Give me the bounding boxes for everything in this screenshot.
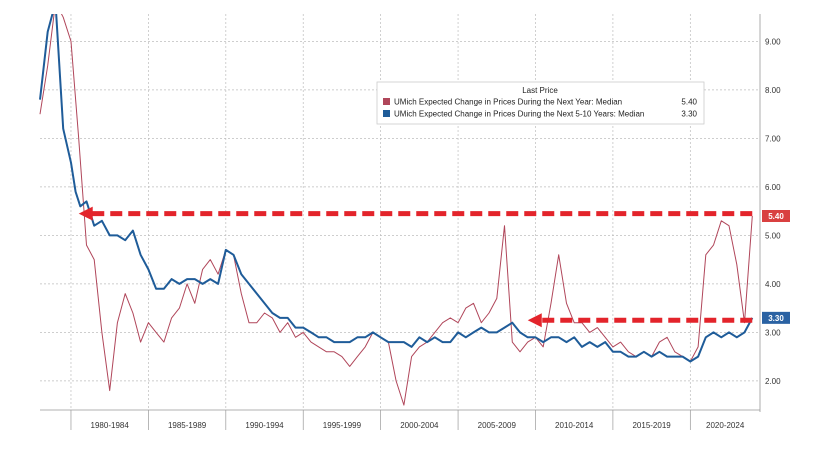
last-value-badge: 3.30 [762, 311, 790, 324]
x-tick-label: 2005-2009 [478, 421, 517, 430]
legend-box [376, 81, 705, 125]
arrow-head [78, 206, 93, 221]
legend: Last Price UMich Expected Change in Pric… [376, 81, 705, 125]
top-clip [0, 0, 831, 14]
x-tick-label: 1980-1984 [91, 421, 130, 430]
legend-swatch-1y [383, 98, 390, 105]
series-1y-expectations [39, 2, 753, 406]
legend-value-1y: 5.40 [681, 98, 697, 107]
annotation-layer [78, 206, 753, 328]
legend-label-1y: UMich Expected Change in Prices During t… [394, 98, 622, 107]
badge-box [762, 210, 790, 222]
y-tick-label: 4.00 [765, 280, 781, 289]
badge-label: 3.30 [768, 314, 784, 323]
series-line [39, 2, 753, 406]
series-layer [0, 0, 831, 406]
x-tick-label: 2020-2024 [706, 421, 745, 430]
legend-label-5-10y: UMich Expected Change in Prices During t… [394, 110, 644, 119]
x-tick-label: 2015-2019 [632, 421, 671, 430]
y-tick-label: 7.00 [765, 134, 781, 143]
legend-value-5-10y: 3.30 [681, 110, 697, 119]
legend-swatch-5-10y [383, 110, 390, 117]
x-tick-label: 1985-1989 [168, 421, 207, 430]
x-tick-label: 2010-2014 [555, 421, 594, 430]
series-line [39, 1, 754, 363]
y-tick-label: 6.00 [765, 183, 781, 192]
y-tick-label: 2.00 [765, 377, 781, 386]
legend-title: Last Price [522, 86, 558, 95]
x-tick-label: 1990-1994 [245, 421, 284, 430]
x-tick-label: 1995-1999 [323, 421, 362, 430]
y-tick-label: 9.00 [765, 37, 781, 46]
arrow-head [527, 313, 542, 328]
last-value-badges: 5.40 3.30 [762, 210, 790, 324]
badge-box [762, 311, 790, 324]
y-axis: 2.00 3.00 4.00 5.00 6.00 7.00 8.00 9.00 [759, 14, 781, 412]
x-axis: 1980-1984 1985-1989 1990-1994 1995-1999 2000… [40, 409, 760, 430]
y-tick-label: 5.00 [765, 231, 781, 240]
badge-label: 5.40 [768, 212, 784, 221]
y-tick-label: 8.00 [765, 86, 781, 95]
x-tick-label: 2000-2004 [400, 421, 439, 430]
last-value-badge: 5.40 [762, 210, 790, 222]
series-5-10y-expectations [39, 1, 754, 363]
y-tick-label: 3.00 [765, 328, 781, 337]
